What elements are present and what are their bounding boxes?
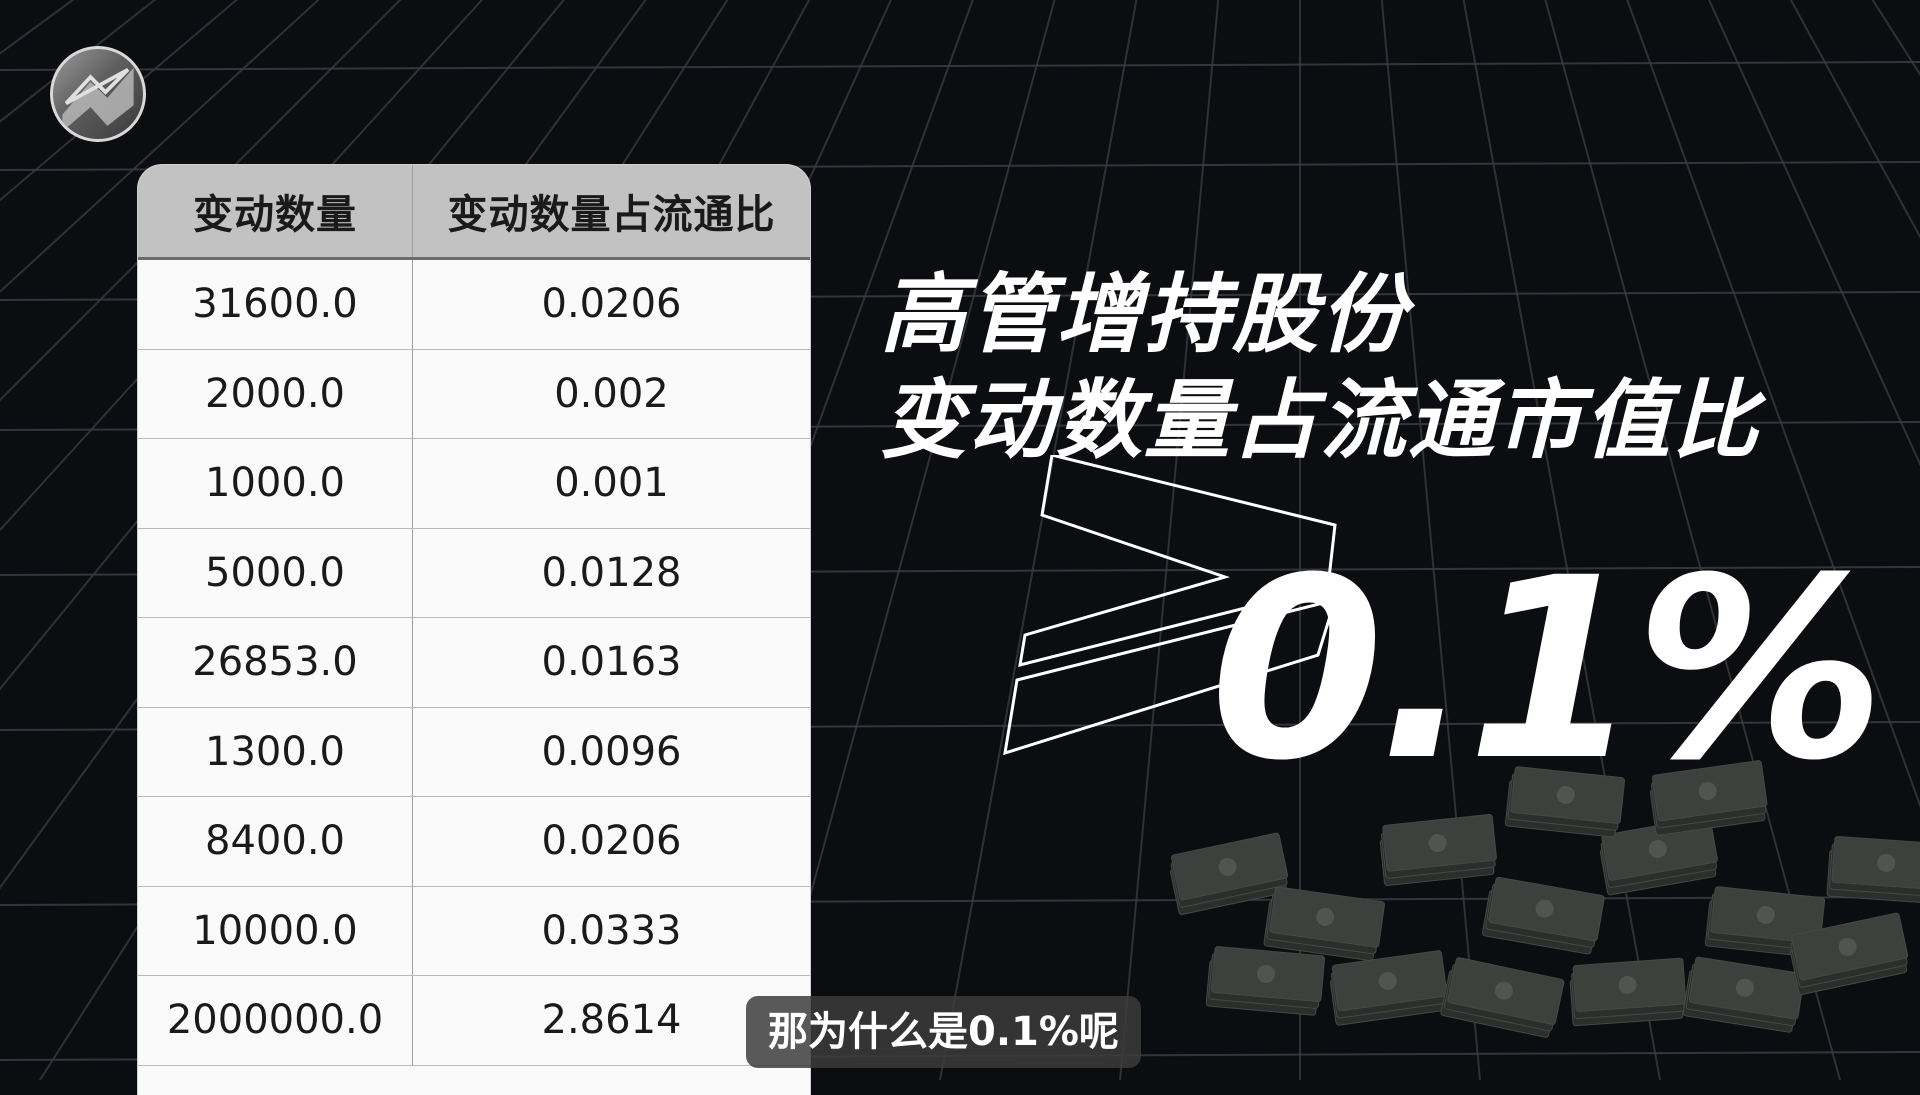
grid-line <box>759 0 1056 1080</box>
table-row: 5000.0 0.0128 <box>138 528 810 618</box>
cell-change-ratio: 0.0206 <box>541 281 682 328</box>
cell-change-quantity: 1300.0 <box>138 707 413 796</box>
cell-change-quantity: 8400.0 <box>138 797 413 886</box>
header-change-quantity: 变动数量 <box>138 165 413 257</box>
banknote-stack-icon <box>1379 813 1497 886</box>
banknote-stack-icon <box>1504 766 1626 838</box>
title-line-1: 高管增持股份 <box>880 265 1408 365</box>
cell-change-ratio: 0.0163 <box>541 639 682 686</box>
cell-change-quantity: 2000.0 <box>138 349 413 438</box>
table-row: 2000.0 0.002 <box>138 349 810 439</box>
banknote-stack-icon <box>1704 886 1826 958</box>
cell-change-quantity: 31600.0 <box>138 260 413 349</box>
cell-change-quantity: 5000.0 <box>138 528 413 617</box>
title-line-2: 变动数量占流通市值比 <box>880 371 1760 471</box>
grid-line <box>1380 0 1481 1080</box>
banknote-stack-icon <box>1569 957 1687 1027</box>
subtitle-caption: 那为什么是0.1%呢 <box>746 996 1141 1068</box>
cell-change-quantity: 1000.0 <box>138 439 413 528</box>
money-pile-icon <box>1170 760 1920 1038</box>
grid-line <box>1707 0 1920 467</box>
data-table: 变动数量 变动数量占流通比 31600.0 0.0206 2000.0 0.002 10… <box>138 165 810 1095</box>
banknote-stack-icon <box>1682 956 1805 1033</box>
cell-change-ratio: 0.001 <box>554 460 669 507</box>
table-row: 31600.0 0.0206 <box>138 260 810 350</box>
grid-line <box>1462 0 1661 1080</box>
banknote-stack-icon <box>1205 946 1326 1016</box>
grid-line <box>0 61 1920 71</box>
header-change-ratio: 变动数量占流通比 <box>447 192 776 238</box>
cell-change-ratio: 2.8614 <box>541 997 682 1044</box>
grid-line <box>0 0 484 532</box>
page-title: 高管增持股份 变动数量占流通市值比 <box>880 262 1760 474</box>
banknote-stack-icon <box>1649 760 1768 836</box>
grid-line <box>939 0 1138 1080</box>
banknote-stack-icon <box>1170 832 1289 915</box>
banknote-stack-icon <box>1481 876 1605 955</box>
banknote-stack-icon <box>1440 957 1565 1038</box>
cell-change-quantity: 2000000.0 <box>138 976 413 1065</box>
grid-line <box>1789 0 1920 239</box>
table-body: 31600.0 0.0206 2000.0 0.002 1000.0 0.001 5000.… <box>138 260 810 1066</box>
table-header: 变动数量 变动数量占流通比 <box>138 165 810 260</box>
table-row: 2000000.0 2.8614 <box>138 976 810 1066</box>
table-row: 1300.0 0.0096 <box>138 707 810 797</box>
cell-change-quantity: 26853.0 <box>138 618 413 707</box>
grid-line <box>0 0 320 294</box>
cell-change-ratio: 0.0206 <box>541 818 682 865</box>
cell-change-ratio: 0.0128 <box>541 549 682 596</box>
grid-line <box>1119 0 1220 1080</box>
cell-change-ratio: 0.0096 <box>541 728 682 775</box>
greater-equal-icon: ≥ <box>1003 455 1338 756</box>
cell-change-ratio: 0.002 <box>554 370 669 417</box>
banknote-stack-icon <box>1826 836 1920 904</box>
cell-change-quantity: 10000.0 <box>138 886 413 975</box>
table-row: 8400.0 0.0206 <box>138 797 810 887</box>
grid-line <box>0 0 647 890</box>
banknote-stack-icon <box>1329 950 1448 1026</box>
grid-line <box>0 0 402 402</box>
banknote-stack-icon <box>1263 886 1385 961</box>
banknote-stack-icon <box>1790 912 1909 995</box>
grid-line <box>1626 0 1920 808</box>
grid-line <box>0 0 565 691</box>
threshold-value: 0.1% <box>1210 524 1885 815</box>
grid-line <box>1544 0 1841 1080</box>
banknote-stack-icon <box>1599 816 1718 896</box>
table-row: 10000.0 0.0333 <box>138 886 810 976</box>
cell-change-ratio: 0.0333 <box>541 907 682 954</box>
table-row: 1000.0 0.001 <box>138 439 810 529</box>
channel-logo-icon <box>50 46 146 142</box>
grid-line <box>0 0 157 123</box>
table-row: 26853.0 0.0163 <box>138 618 810 708</box>
